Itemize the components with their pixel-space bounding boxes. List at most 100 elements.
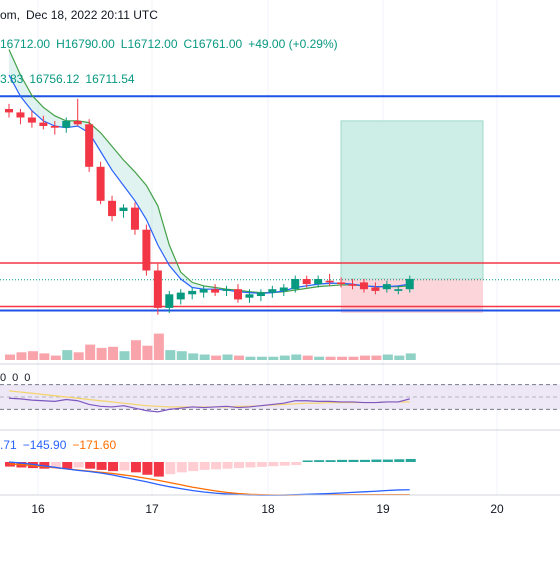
candle-body <box>245 294 254 298</box>
volume-bar <box>314 356 325 360</box>
rsi-value-3: 0 <box>24 372 31 384</box>
macd-legend: .71 −145.90 −171.60 <box>0 438 122 452</box>
rsi-value-2: 0 <box>12 372 19 384</box>
volume-bar <box>291 354 302 360</box>
rsi-value-1: 0 <box>0 372 7 384</box>
volume-bar <box>405 353 416 360</box>
volume-bar <box>279 355 290 360</box>
volume-bar <box>27 351 38 360</box>
macd-line <box>8 461 410 496</box>
rsi-line <box>8 397 410 413</box>
close-value: C16761.00 <box>183 37 243 51</box>
macd-hist-bar <box>176 462 187 473</box>
candle-body <box>142 229 151 271</box>
candle-body <box>211 289 220 293</box>
volume-bar <box>199 354 210 360</box>
candle-body <box>176 292 185 300</box>
volume-bar <box>382 354 393 360</box>
candle-body <box>165 294 174 308</box>
volume-bar <box>234 355 244 360</box>
macd-hist-bar <box>153 462 164 477</box>
chart-title-row: om, Dec 18, 2022 20:11 UTC <box>0 8 164 22</box>
candle-body <box>62 120 71 128</box>
ohlc-legend: 16712.00 H16790.00 L16712.00 C16761.00 +49.0… <box>0 37 344 51</box>
candle-body <box>153 270 162 308</box>
candle-body <box>50 126 59 128</box>
low-value: L16712.00 <box>120 37 178 51</box>
volume-bar <box>176 351 187 360</box>
volume-bar <box>142 345 153 360</box>
candle-body <box>268 289 277 293</box>
bar-datetime: Dec 18, 2022 20:11 UTC <box>26 8 158 22</box>
macd-hist-bar <box>268 462 279 467</box>
volume-bar <box>39 353 50 360</box>
candle-body <box>119 207 128 211</box>
candle-body <box>394 289 403 291</box>
macd-hist-bar <box>394 459 405 462</box>
macd-value: −145.90 <box>22 438 67 452</box>
candle-body <box>108 200 117 217</box>
macd-hist-bar <box>85 462 96 469</box>
volume-bar <box>256 356 267 360</box>
volume-bar <box>73 352 84 360</box>
candle-body <box>405 279 414 290</box>
volume-bar <box>337 356 348 360</box>
volume-bar <box>359 355 370 360</box>
volume-bar <box>268 356 279 360</box>
volume-bar <box>325 356 336 360</box>
macd-hist-value: .71 <box>0 438 17 452</box>
volume-bar <box>153 333 164 360</box>
volume-bar <box>211 355 222 360</box>
macd-hist-bar <box>96 462 107 470</box>
volume-bar <box>302 355 313 360</box>
volume-bar <box>371 355 382 360</box>
x-tick-label: 17 <box>145 502 159 516</box>
candle-body <box>348 284 357 286</box>
x-tick-label: 16 <box>31 502 45 516</box>
macd-hist-bar <box>291 462 302 466</box>
candle-body <box>188 290 197 295</box>
candle-body <box>130 207 139 230</box>
x-tick-label: 18 <box>261 502 275 516</box>
x-tick-label: 19 <box>376 502 390 516</box>
macd-hist-bar <box>382 459 393 462</box>
macd-hist-bar <box>130 462 141 473</box>
change-value: +49.00 (+0.29%) <box>248 37 338 51</box>
horizontal-levels <box>0 95 560 312</box>
candles <box>5 98 414 315</box>
candle-body <box>73 120 82 125</box>
volume-bar <box>50 355 61 360</box>
candle-body <box>279 287 288 291</box>
candle-body <box>325 280 334 283</box>
high-value: H16790.00 <box>56 37 115 51</box>
volume-bar <box>222 354 233 360</box>
ma-legend: 3.83 16756.12 16711.54 <box>0 72 141 86</box>
ma-value-1: 3.83 <box>0 72 24 86</box>
volume-bar <box>188 353 199 360</box>
volume-bar <box>62 350 73 360</box>
macd-hist-bar <box>211 462 222 470</box>
grid <box>37 0 498 495</box>
open-value: 16712.00 <box>0 37 51 51</box>
x-tick-label: 20 <box>490 502 504 516</box>
macd-hist-bar <box>245 462 256 468</box>
macd-panel <box>5 458 416 496</box>
candle-body <box>234 289 242 300</box>
macd-hist-bar <box>302 460 313 462</box>
volume-bar <box>16 352 27 360</box>
macd-hist-bar <box>348 459 359 462</box>
candle-body <box>16 112 25 118</box>
ma-value-3: 16711.54 <box>85 72 135 86</box>
macd-hist-bar <box>359 459 370 462</box>
candle-body <box>96 166 105 201</box>
macd-hist-bar <box>371 459 382 462</box>
macd-hist-bar <box>73 462 84 468</box>
candle-body <box>382 284 391 290</box>
rsi-panel <box>0 384 560 413</box>
volume-bar <box>119 351 130 360</box>
macd-signal-value: −171.60 <box>72 438 117 452</box>
position-zones <box>340 120 484 313</box>
